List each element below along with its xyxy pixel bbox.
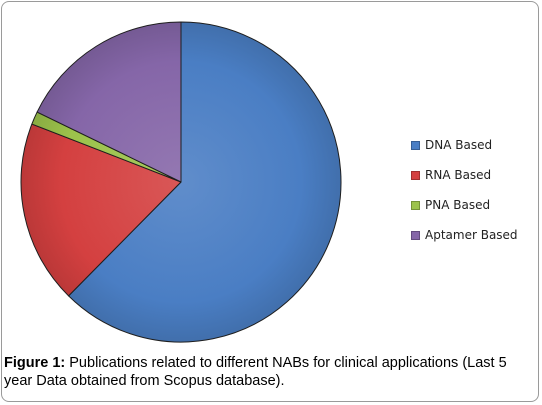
figure-caption: Figure 1: Publications related to differ… (4, 354, 534, 390)
pie-slice-aptamer (36, 21, 182, 183)
legend-label-pna: PNA Based (425, 198, 491, 212)
pie-slices (20, 21, 342, 343)
legend-label-dna: DNA Based (425, 138, 493, 152)
legend-label-aptamer: Aptamer Based (425, 228, 518, 242)
legend-item-pna: PNA Based (411, 190, 518, 220)
caption-text: Publications related to different NABs f… (4, 355, 507, 389)
pie-slice-dna (68, 21, 342, 343)
legend-swatch-pna (411, 200, 420, 210)
legend-swatch-rna (411, 170, 420, 180)
caption-label: Figure 1: (4, 355, 66, 371)
legend-item-dna: DNA Based (411, 130, 518, 160)
legend-item-aptamer: Aptamer Based (411, 220, 518, 250)
legend-swatch-aptamer (411, 230, 420, 240)
chart-legend: DNA Based RNA Based PNA Based Aptamer Ba… (411, 130, 518, 250)
pie-chart (20, 21, 342, 343)
legend-swatch-dna (411, 140, 420, 150)
legend-item-rna: RNA Based (411, 160, 518, 190)
legend-label-rna: RNA Based (425, 168, 492, 182)
